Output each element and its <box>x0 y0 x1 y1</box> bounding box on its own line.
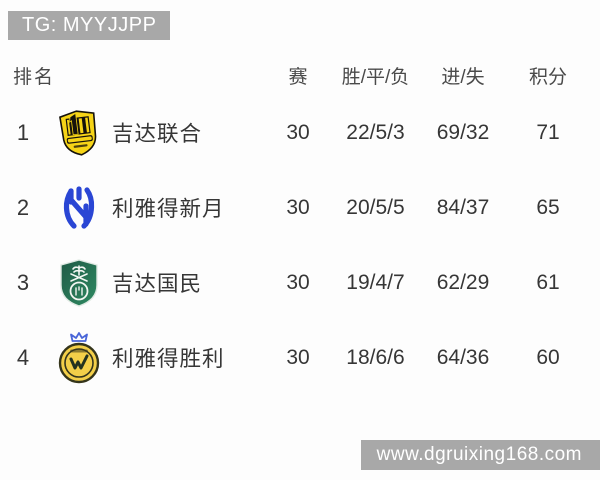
points-value: 71 <box>536 120 560 144</box>
table-row[interactable]: 3 <box>0 245 600 320</box>
table-header-row: 排名 赛 胜/平/负 进/失 积分 <box>0 55 600 95</box>
table-row[interactable]: 2 利雅得新月 30 20/5/5 84/37 65 <box>0 170 600 245</box>
games-played: 30 <box>286 120 310 144</box>
rank-value: 2 <box>16 194 30 220</box>
table-row[interactable]: 1 吉达联合 30 22/5/3 69/32 71 <box>0 95 600 170</box>
al-hilal-crest-icon <box>46 185 112 230</box>
win-draw-loss: 22/5/3 <box>346 120 405 144</box>
team-name: 利雅得新月 <box>112 197 225 221</box>
goals-for-against: 62/29 <box>436 270 490 294</box>
team-name: 吉达国民 <box>112 272 203 296</box>
games-played: 30 <box>286 270 310 294</box>
goals-for-against: 64/36 <box>436 345 490 369</box>
games-played: 30 <box>286 195 310 219</box>
team-name: 利雅得胜利 <box>112 347 225 371</box>
win-draw-loss: 20/5/5 <box>346 195 405 219</box>
win-draw-loss: 18/6/6 <box>346 345 405 369</box>
header-record: 胜/平/负 <box>341 66 410 88</box>
goals-for-against: 84/37 <box>436 195 490 219</box>
header-games: 赛 <box>288 66 308 88</box>
header-goals: 进/失 <box>441 66 485 88</box>
standings-table: 排名 赛 胜/平/负 进/失 积分 1 吉达联合 <box>0 55 600 395</box>
rank-value: 1 <box>16 119 30 145</box>
table-row[interactable]: 4 利雅得胜利 30 18/6/6 64/36 60 <box>0 320 600 395</box>
team-name: 吉达联合 <box>112 122 203 146</box>
al-ahli-crest-icon <box>46 258 112 308</box>
games-played: 30 <box>286 345 310 369</box>
header-points: 积分 <box>528 66 567 88</box>
rank-value: 3 <box>16 269 30 295</box>
website-watermark-badge: www.dgruixing168.com <box>360 440 600 470</box>
telegram-watermark-badge: TG: MYYJJPP <box>8 11 171 40</box>
points-value: 61 <box>536 270 560 294</box>
rank-value: 4 <box>16 344 30 370</box>
points-value: 60 <box>536 345 560 369</box>
al-nassr-crest-icon <box>46 331 112 385</box>
points-value: 65 <box>536 195 560 219</box>
goals-for-against: 69/32 <box>436 120 490 144</box>
al-ittihad-crest-icon <box>46 109 112 156</box>
header-rank: 排名 <box>13 66 56 88</box>
win-draw-loss: 19/4/7 <box>346 270 405 294</box>
